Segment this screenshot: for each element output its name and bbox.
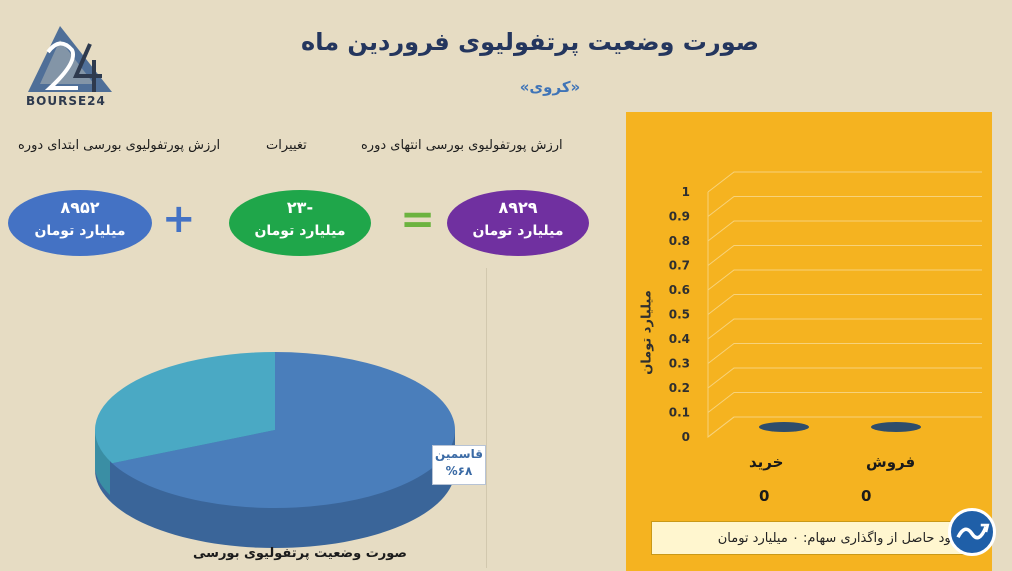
bar-chart: 0 0.1 0.2 0.3 0.4 0.5 0.6 0.7 0.8 0.9 1 (669, 171, 982, 444)
bar-value-sell: 0 (861, 487, 872, 505)
grid-line (707, 318, 982, 340)
y-tick-label: 0.9 (669, 210, 690, 224)
grid-line (707, 220, 982, 242)
bar-chart-grid (707, 171, 982, 439)
start-value: ۸۹۵۲ (60, 198, 100, 217)
y-tick-label: 0.3 (669, 357, 690, 371)
bar-category-sell: فروش (866, 453, 916, 471)
bar-chart-ylabel: میلیارد تومان (639, 290, 655, 375)
y-tick-label: 0.8 (669, 234, 690, 248)
y-tick-label: 0.6 (669, 283, 690, 297)
bar-category-buy: خرید (749, 453, 784, 471)
bar-value-buy: 0 (759, 487, 770, 505)
y-tick-label: 1 (682, 185, 690, 199)
pie-slice-other-side (95, 430, 110, 495)
grid-line (707, 367, 982, 389)
y-tick-label: 0.2 (669, 381, 690, 395)
grid-line (707, 392, 982, 413)
profit-note: سود حاصل از واگذاری سهام: ۰ میلیارد توما… (651, 521, 971, 555)
trend-badge-icon (948, 508, 996, 556)
equals-sign: = (400, 194, 436, 243)
bourse24-logo (28, 26, 112, 92)
grid-line (707, 269, 982, 291)
end-value-label: ارزش پورتفولیوی بورسی انتهای دوره (361, 138, 563, 153)
pie-chart (94, 352, 455, 548)
logo-text: BOURSE24 (26, 94, 106, 108)
bar-chart-bars (759, 422, 921, 432)
plus-sign: + (162, 196, 196, 242)
end-value: ۸۹۲۹ (498, 198, 538, 217)
page-title: صورت وضعیت پرتفولیوی فروردین ماه (301, 28, 759, 56)
y-tick-label: 0.1 (669, 406, 690, 420)
change-value-pill: -۲۳ میلیارد تومان (229, 190, 371, 256)
start-value-label: ارزش پورتفولیوی بورسی ابتدای دوره (18, 138, 221, 153)
bar-chart-y-ticks: 0 0.1 0.2 0.3 0.4 0.5 0.6 0.7 0.8 0.9 1 (669, 185, 690, 444)
change-value: -۲۳ (286, 198, 314, 217)
bar-0 (871, 422, 921, 432)
y-axis (707, 192, 735, 439)
pie-slice-label: قاسمین %۶۸ (432, 445, 486, 485)
grid-line (707, 196, 982, 217)
end-value-pill: ۸۹۲۹ میلیارد تومان (447, 190, 589, 256)
change-value-unit: میلیارد تومان (254, 223, 346, 239)
pie-chart-title: صورت وضعیت پرتفولیوی بورسی (193, 546, 407, 561)
bar-chart-panel (626, 112, 992, 571)
page-subtitle: «کروی» (519, 78, 581, 96)
pie-slice-main (112, 352, 455, 508)
grid-line (707, 245, 982, 266)
pie-slice-percent: %۶۸ (445, 464, 473, 478)
y-tick-label: 0.4 (669, 332, 690, 346)
pie-slice-other (94, 352, 276, 464)
grid-line (707, 343, 982, 364)
start-value-unit: میلیارد تومان (34, 223, 126, 239)
grid-line (707, 416, 982, 438)
y-tick-label: 0.5 (669, 308, 690, 322)
grid-line (707, 171, 982, 193)
end-value-unit: میلیارد تومان (472, 223, 564, 239)
pie-slice-name: قاسمین (435, 447, 483, 461)
start-value-pill: ۸۹۵۲ میلیارد تومان (8, 190, 152, 256)
grid-line (707, 294, 982, 315)
change-label: تغییرات (266, 138, 307, 153)
bar-1 (759, 422, 809, 432)
y-tick-label: 0.7 (669, 259, 690, 273)
y-tick-label: 0 (682, 430, 690, 444)
